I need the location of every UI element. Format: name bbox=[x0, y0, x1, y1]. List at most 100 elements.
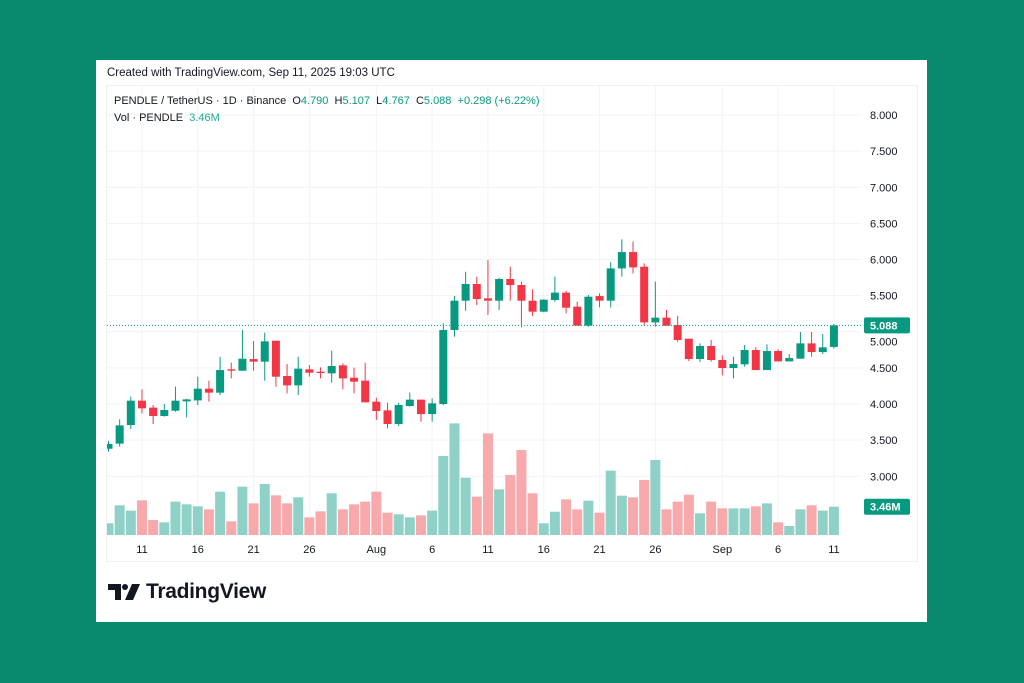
time-tick-label: Aug bbox=[367, 544, 387, 556]
volume-bar bbox=[460, 477, 471, 535]
last-volume-label: 3.46M bbox=[870, 502, 901, 514]
candle-body bbox=[584, 296, 593, 326]
candle bbox=[338, 363, 347, 390]
volume-bar bbox=[527, 493, 538, 535]
candle-body bbox=[316, 371, 325, 374]
time-axis: 11 16 21 26 Aug 6 11 16 21 26 Sep 6 11 bbox=[136, 544, 839, 556]
candle-body bbox=[829, 325, 838, 347]
volume-bar bbox=[572, 509, 583, 535]
candle-body bbox=[204, 388, 213, 393]
candle bbox=[807, 332, 816, 357]
candle-body bbox=[707, 345, 716, 360]
candle bbox=[126, 396, 135, 429]
price-tick-label: 7.000 bbox=[870, 182, 898, 194]
volume-bar bbox=[583, 500, 594, 535]
time-tick-label: 21 bbox=[593, 544, 605, 556]
volume-bar bbox=[482, 433, 493, 535]
candle bbox=[695, 343, 704, 363]
candle bbox=[472, 276, 481, 306]
candle bbox=[350, 367, 359, 394]
volume-bar bbox=[259, 483, 270, 535]
volume-bar bbox=[616, 495, 627, 535]
price-tick-label: 4.000 bbox=[870, 399, 898, 411]
time-tick-label: 6 bbox=[775, 544, 781, 556]
candle-body bbox=[115, 425, 124, 444]
volume-bar bbox=[806, 505, 817, 535]
candle-body bbox=[416, 399, 425, 415]
candle-body bbox=[818, 347, 827, 353]
volume-bar bbox=[683, 494, 694, 535]
volume-bar bbox=[293, 497, 304, 535]
candle bbox=[718, 355, 727, 376]
candle bbox=[617, 239, 626, 277]
candle bbox=[629, 241, 638, 274]
price-tick-label: 4.500 bbox=[870, 363, 898, 375]
candle-body bbox=[305, 369, 314, 373]
volume-bar bbox=[549, 511, 560, 535]
candle-body bbox=[495, 279, 504, 301]
volume-bar bbox=[148, 520, 159, 535]
candle bbox=[238, 330, 247, 371]
time-tick-label: 26 bbox=[649, 544, 661, 556]
candle bbox=[829, 324, 838, 349]
volume-bar bbox=[237, 486, 248, 535]
volume-bar bbox=[717, 508, 728, 535]
time-tick-label: 11 bbox=[482, 544, 493, 556]
candle bbox=[796, 332, 805, 359]
candle-body bbox=[182, 399, 191, 402]
candle-body bbox=[405, 399, 414, 407]
time-tick-label: 11 bbox=[828, 544, 839, 556]
ohlc-legend: PENDLE / TetherUS · 1D · Binance O4.790 … bbox=[114, 95, 540, 107]
candle bbox=[595, 293, 604, 308]
volume-bar bbox=[773, 522, 784, 535]
candle bbox=[528, 289, 537, 316]
time-tick-label: 26 bbox=[303, 544, 315, 556]
candle-body bbox=[260, 341, 269, 362]
volume-bar bbox=[159, 522, 170, 535]
candle-body bbox=[472, 283, 481, 300]
candle-body bbox=[149, 407, 158, 416]
candle-body bbox=[372, 401, 381, 412]
volume-bar bbox=[639, 479, 650, 535]
created-caption: Created with TradingView.com, Sep 11, 20… bbox=[107, 67, 395, 79]
candle bbox=[606, 262, 615, 308]
price-tick-label: 5.000 bbox=[870, 336, 898, 348]
candle-body bbox=[785, 358, 794, 362]
volume-bar bbox=[203, 509, 214, 535]
chart-frame bbox=[106, 85, 918, 562]
candle bbox=[327, 350, 336, 383]
candle-body bbox=[629, 252, 638, 268]
candle bbox=[160, 404, 169, 417]
candle-body bbox=[126, 400, 135, 426]
candle-body bbox=[327, 365, 336, 374]
candle-body bbox=[651, 317, 660, 323]
candle bbox=[562, 290, 571, 314]
candle bbox=[550, 276, 559, 302]
volume-bar bbox=[494, 489, 505, 535]
candle-body bbox=[249, 359, 258, 362]
high-label: H bbox=[334, 95, 343, 107]
volume-bar bbox=[192, 506, 203, 535]
volume-bar bbox=[471, 496, 482, 535]
candle-body bbox=[617, 252, 626, 269]
volume-bar bbox=[382, 512, 393, 535]
candle bbox=[227, 362, 236, 379]
price-tick-label: 7.500 bbox=[870, 146, 898, 158]
open-value: 4.790 bbox=[300, 95, 329, 107]
volume-legend: Vol · PENDLE 3.46M bbox=[114, 112, 220, 124]
change-value: +0.298 (+6.22%) bbox=[457, 95, 540, 107]
candle-body bbox=[673, 325, 682, 340]
volume-bar bbox=[538, 523, 549, 535]
volume-bar bbox=[561, 499, 572, 535]
candle bbox=[260, 332, 269, 381]
candle bbox=[107, 440, 113, 452]
volume-bar bbox=[449, 423, 460, 535]
volume-bar bbox=[817, 510, 828, 535]
candle-body bbox=[160, 409, 169, 416]
candle bbox=[517, 281, 526, 328]
volume-bar bbox=[315, 511, 326, 535]
candle bbox=[361, 362, 370, 403]
candles bbox=[107, 239, 838, 452]
volume-bar bbox=[248, 503, 259, 535]
